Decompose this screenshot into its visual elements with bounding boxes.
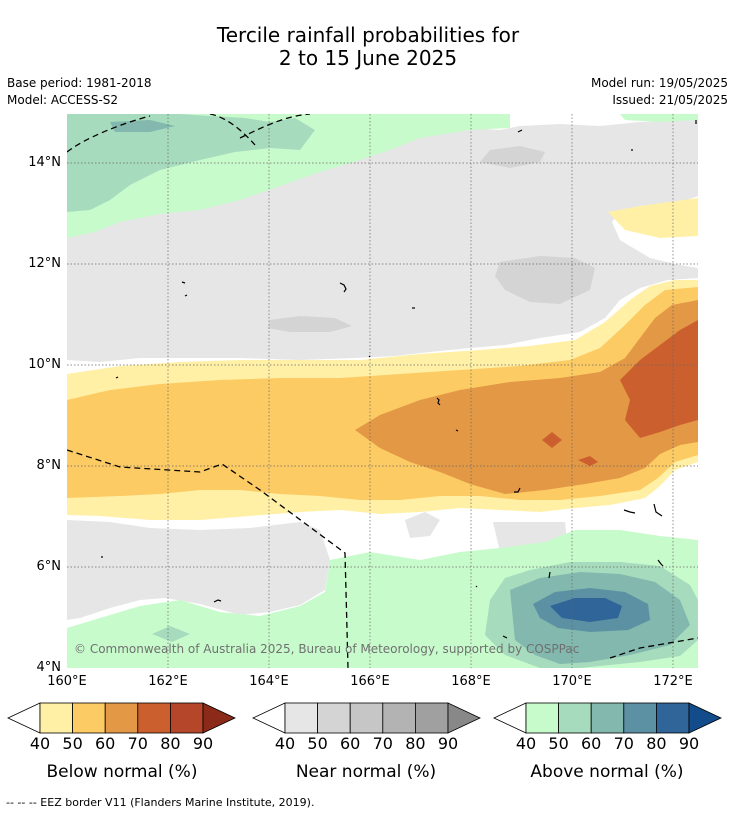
below-tick-40: 40 — [29, 734, 51, 753]
below-tick-50: 50 — [62, 734, 83, 753]
lat-label-10n: 10°N — [28, 357, 61, 372]
map-layers — [67, 114, 698, 668]
lat-label-6n: 6°N — [36, 559, 62, 574]
above-tick-90: 90 — [678, 734, 700, 753]
island-marks — [101, 120, 697, 639]
above-normal-region-northwest-strong — [67, 114, 315, 212]
above-normal-region-southwest-patch — [152, 626, 190, 642]
near-tick-60: 60 — [340, 734, 361, 753]
above-normal-region-south-peak — [550, 598, 622, 622]
base-period-label: Base period: 1981-2018 — [7, 76, 152, 90]
below-normal-patch-center — [542, 432, 562, 448]
below-tick-70: 70 — [127, 734, 148, 753]
map-title-line1: Tercile rainfall probabilities for — [216, 23, 520, 47]
near-normal-region-south — [67, 520, 330, 620]
near-tick-70: 70 — [372, 734, 393, 753]
lat-label-8n: 8°N — [36, 458, 62, 473]
model-label: Model: ACCESS-S2 — [7, 93, 119, 107]
lon-label-160e: 160°E — [47, 674, 87, 689]
lat-label-4n: 4°N — [36, 660, 62, 675]
below-tick-80: 80 — [160, 734, 181, 753]
colorbar-label-near-normal: Near normal (%) — [295, 762, 437, 782]
model-run-label: Model run: 19/05/2025 — [590, 76, 728, 90]
lon-label-172e: 172°E — [653, 674, 693, 689]
eez-border-lines — [67, 114, 698, 668]
below-tick-60: 60 — [95, 734, 116, 753]
lon-label-162e: 162°E — [148, 674, 188, 689]
near-tick-40: 40 — [274, 734, 296, 753]
eez-border-footnote: -- -- -- EEZ border V11 (Flanders Marine… — [6, 796, 315, 809]
lon-label-168e: 168°E — [451, 674, 491, 689]
above-tick-40: 40 — [515, 734, 537, 753]
lon-label-166e: 166°E — [350, 674, 390, 689]
near-tick-80: 80 — [405, 734, 426, 753]
above-normal-region-northeast — [620, 114, 698, 122]
map-title-line2: 2 to 15 June 2025 — [278, 46, 458, 70]
above-tick-60: 60 — [581, 734, 602, 753]
lat-label-12n: 12°N — [28, 256, 61, 271]
near-normal-region-east — [495, 256, 595, 304]
above-tick-80: 80 — [646, 734, 667, 753]
below-normal-band-40-northeast — [608, 198, 698, 238]
colorbar-label-below-normal: Below normal (%) — [46, 762, 198, 782]
near-normal-region-west — [268, 316, 352, 332]
near-tick-50: 50 — [307, 734, 328, 753]
above-tick-70: 70 — [613, 734, 634, 753]
graticule — [67, 114, 698, 668]
below-normal-patch-south — [578, 456, 598, 466]
below-tick-90: 90 — [192, 734, 214, 753]
copyright-notice: © Commonwealth of Australia 2025, Bureau… — [74, 642, 579, 656]
colorbar-label-above-normal: Above normal (%) — [530, 762, 684, 782]
colorbar-below-normal — [7, 702, 236, 734]
issued-label: Issued: 21/05/2025 — [612, 93, 728, 107]
below-normal-band-70 — [620, 320, 698, 438]
colorbar-near-normal — [252, 702, 481, 734]
lon-label-170e: 170°E — [552, 674, 592, 689]
lat-label-14n: 14°N — [28, 155, 61, 170]
near-tick-90: 90 — [437, 734, 459, 753]
colorbar-above-normal — [493, 702, 722, 734]
above-tick-50: 50 — [548, 734, 569, 753]
near-normal-region-center — [480, 146, 545, 168]
near-normal-region-islet — [405, 512, 440, 538]
below-normal-band-60 — [355, 300, 698, 494]
above-normal-region-northwest-core — [110, 120, 175, 132]
lon-label-164e: 164°E — [249, 674, 289, 689]
